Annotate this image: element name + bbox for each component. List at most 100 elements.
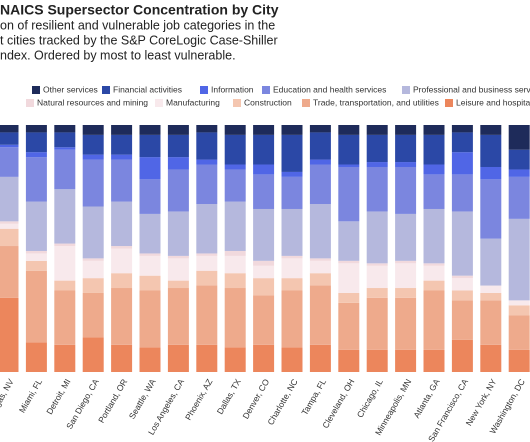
legend-swatch <box>262 86 270 94</box>
bar-segment <box>224 125 246 135</box>
bar-segment <box>196 253 218 256</box>
bar-segment <box>111 154 133 160</box>
bar-segment <box>338 125 360 135</box>
bar-segment <box>253 208 275 261</box>
x-tick-label: Phoenix, AZ <box>183 377 215 422</box>
bar-segment <box>395 349 417 372</box>
chart-subtitle: ndex. Ordered by most to least vulnerabl… <box>0 48 236 62</box>
bar-segment <box>54 280 76 291</box>
bar-segment <box>224 201 246 251</box>
legend-label: Leisure and hospitality <box>456 97 530 107</box>
x-tick-label: Detroit, MI <box>44 377 72 416</box>
bar-segment <box>54 132 76 148</box>
bar-segment <box>54 149 76 190</box>
bar-segment <box>25 125 47 133</box>
bar-segment <box>480 285 502 293</box>
bar-segment <box>111 134 133 155</box>
bar-segment <box>54 147 76 150</box>
legend-label: Information <box>211 84 254 94</box>
bar-segment <box>0 176 19 222</box>
bar-segment <box>395 297 417 350</box>
bar-segment <box>338 134 360 165</box>
bar-segment <box>309 285 331 345</box>
bar-segment <box>508 349 530 372</box>
bar-segment <box>338 302 360 350</box>
bar-segment <box>281 176 303 209</box>
bar-segment <box>451 125 473 133</box>
chart-title: NAICS Supersector Concentration by City <box>0 2 279 18</box>
bar-segment <box>224 250 246 256</box>
bar-segment <box>196 255 218 271</box>
legend-label: Education and health services <box>273 84 386 94</box>
bar-segment <box>309 344 331 372</box>
bar-segment <box>25 152 47 158</box>
legend-label: Construction <box>244 97 292 107</box>
bar-segment <box>111 201 133 247</box>
bar-segment <box>196 125 218 133</box>
bar-segment <box>0 125 19 133</box>
bar-segment <box>253 260 275 266</box>
bar-segment <box>423 125 445 135</box>
bar-segment <box>423 280 445 291</box>
bar-segment <box>253 265 275 279</box>
x-tick-label: Portland, OR <box>96 377 129 425</box>
legend-swatch <box>155 99 163 107</box>
bar-segment <box>480 125 502 135</box>
bar-segment <box>253 174 275 209</box>
bar-segment <box>281 258 303 279</box>
bar-segment <box>423 134 445 165</box>
bar-segment <box>338 221 360 261</box>
bar-segment <box>366 263 388 266</box>
bar-segment <box>0 132 19 145</box>
bar-segment <box>451 132 473 153</box>
bar-segment <box>338 260 360 264</box>
bar-segment <box>167 125 189 135</box>
bar-segment <box>139 253 161 256</box>
bar-segment <box>224 273 246 289</box>
chart-subtitle: on of resilient and vulnerable job categ… <box>0 18 275 32</box>
bar-segment <box>167 288 189 345</box>
bar-segment <box>224 347 246 372</box>
legend-label: Manufacturing <box>166 97 220 107</box>
bar-segment <box>338 164 360 167</box>
bar-segment <box>54 189 76 244</box>
bar-segment <box>0 221 19 224</box>
bar-segment <box>366 166 388 212</box>
bar-segment <box>196 270 218 286</box>
bar-segment <box>338 292 360 303</box>
bar-segment <box>167 157 189 170</box>
x-tick-label: Dallas, TX <box>215 377 243 416</box>
bar-segment <box>224 169 246 202</box>
bar-segment <box>423 265 445 281</box>
bar-segment <box>0 246 19 298</box>
bar-segment <box>451 152 473 175</box>
bar-segment <box>395 288 417 298</box>
legend-label: Trade, transportation, and utilities <box>313 97 439 107</box>
legend-swatch <box>200 86 208 94</box>
bar-segment <box>508 300 530 306</box>
bar-segment <box>196 164 218 205</box>
x-tick-label: Seattle, WA <box>127 377 158 421</box>
bar-segment <box>253 164 275 175</box>
bar-segment <box>111 248 133 274</box>
bar-segment <box>82 134 104 155</box>
bar-segment <box>111 288 133 345</box>
bar-segment <box>0 223 19 229</box>
bar-segment <box>508 176 530 219</box>
bar-segment <box>281 208 303 256</box>
bar-segment <box>253 295 275 345</box>
bar-segment <box>139 179 161 214</box>
bar-segment <box>253 344 275 372</box>
bar-segment <box>281 347 303 372</box>
bar-segment <box>196 132 218 160</box>
legend-swatch <box>233 99 241 107</box>
bar-segment <box>366 265 388 289</box>
x-tick-label: Miami, FL <box>17 377 44 415</box>
legend-swatch <box>302 99 310 107</box>
legend-swatch <box>402 86 410 94</box>
bar-segment <box>25 157 47 202</box>
bar-segment <box>508 305 530 316</box>
bar-segment <box>167 169 189 212</box>
bar-segment <box>423 174 445 209</box>
bar-segment <box>82 206 104 259</box>
